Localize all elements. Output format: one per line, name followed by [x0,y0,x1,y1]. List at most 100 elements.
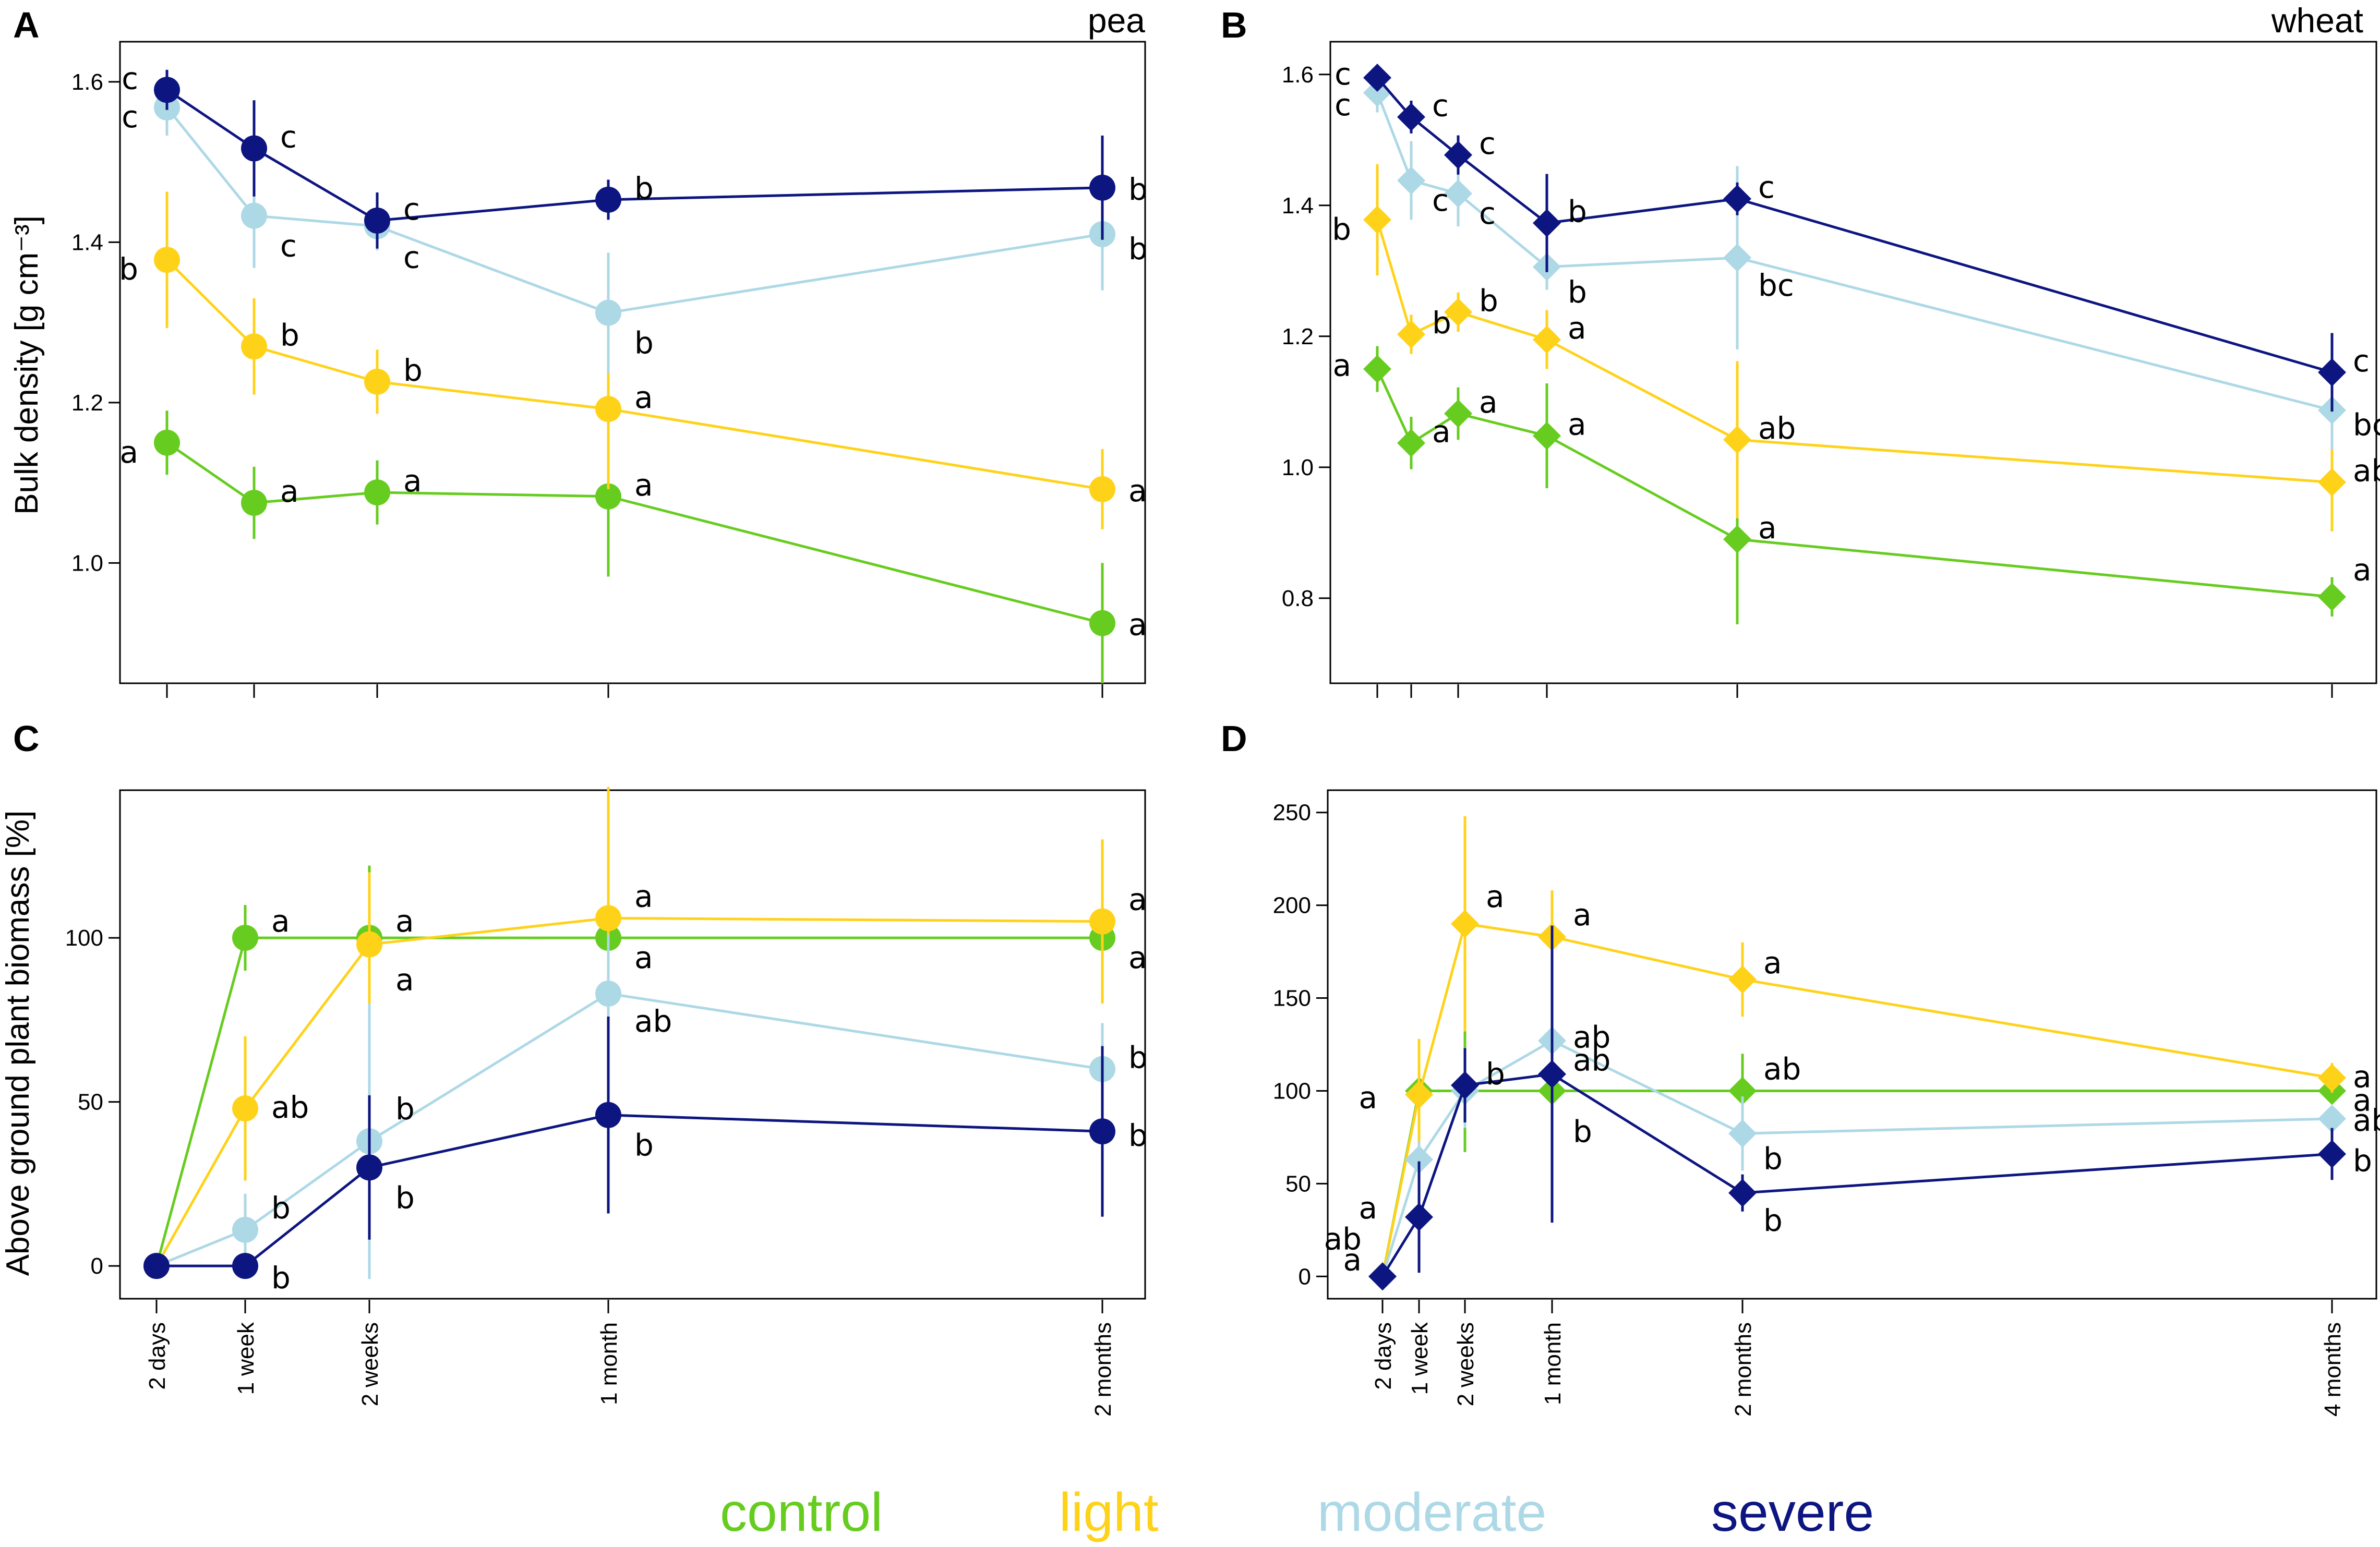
significance-label: a [634,380,653,415]
significance-label: b [280,317,299,353]
data-point [1363,355,1391,383]
significance-label: c [1479,196,1496,231]
significance-label: b [395,1091,415,1127]
significance-label: a [1128,473,1147,509]
data-point [1533,421,1561,450]
significance-label: a [634,467,653,503]
series-line-severe [1381,1072,2333,1277]
data-point [1728,1077,1757,1105]
data-point [364,479,390,506]
data-point [1089,1118,1115,1145]
data-point [232,1095,258,1122]
significance-label: a [1359,1190,1377,1226]
data-point [1723,244,1751,272]
significance-label: bc [1758,268,1794,303]
significance-label: c [1432,88,1449,123]
significance-label: c [1335,87,1351,123]
panel-C: C 0 50 100 2 days 1 week 2 weeks 1 month 2 month… [13,718,1148,1417]
x-tick-label: 2 days [145,1322,170,1390]
significance-label: b [1128,172,1148,207]
data-point [595,186,621,213]
legend-severe: severe [1711,1482,1874,1543]
significance-label: a [403,463,422,499]
significance-label: b [634,1128,654,1163]
series-light: b b b a a [119,191,1147,529]
data-point [2318,468,2346,497]
significance-label: ab [1573,1042,1610,1078]
significance-label: b [271,1260,291,1296]
significance-label: b [2353,1143,2372,1178]
significance-label: bc [2353,407,2380,443]
significance-label: a [1128,882,1147,917]
significance-label: ab [1324,1221,1362,1256]
data-point [595,1102,621,1128]
data-point [241,490,267,516]
data-point [364,368,390,395]
x-tick-label: 1 week [233,1322,259,1395]
significance-label: b [1479,283,1498,318]
data-point [2318,358,2346,386]
data-point [2318,1140,2346,1168]
significance-label: c [1432,183,1449,218]
data-point [1533,325,1561,354]
plot-frame [119,41,1146,684]
significance-label: a [1573,897,1592,933]
data-point [1728,1179,1757,1207]
significance-label: c [280,119,297,154]
y-axis-title-biomass: Above ground plant biomass [%] [0,811,36,1276]
significance-label: c [280,228,297,264]
significance-label: a [634,940,653,975]
data-point [1363,64,1391,92]
data-point [595,905,621,932]
significance-label: c [2353,343,2370,379]
data-point [1723,525,1751,553]
series-line-moderate [166,106,1103,315]
data-point [232,1253,258,1279]
panel-D: D 0 50 100 150 200 250 2 days 1 week 2 weeks 1 mon… [1221,718,2380,1417]
significance-label: a [1763,945,1782,981]
data-point [1444,179,1472,208]
significance-label: a [2353,1082,2372,1118]
panel-label-A: A [13,5,40,45]
legend-light: light [1059,1482,1159,1543]
significance-label: b [1332,211,1351,247]
y-tick-label: 50 [1285,1171,1311,1196]
series-line-control [1376,368,2333,598]
significance-label: c [122,61,138,96]
data-point [241,135,267,162]
data-point [1397,166,1425,195]
significance-label: b [1128,231,1148,267]
y-tick-label: 200 [1273,893,1311,918]
x-tick-label: 1 week [1407,1322,1433,1395]
significance-label: b [1486,1056,1505,1092]
series-line-light [1376,219,2333,484]
series-control: a aa a [143,865,1147,1279]
significance-label: ab [1573,1019,1610,1055]
series-line-light [1381,922,2333,1277]
series-control: a a a a a [119,410,1147,683]
significance-label: ab [271,1090,309,1125]
x-tick-label: 2 days [1371,1322,1396,1390]
data-point [154,429,180,456]
x-tick-label: 2 weeks [1453,1322,1479,1406]
panel-label-B: B [1221,5,1247,45]
significance-label: b [403,353,423,388]
data-point [1089,174,1115,201]
plot-frame [119,789,1146,1300]
y-tick-label: 50 [78,1090,103,1115]
y-tick-label: 100 [65,925,103,951]
plot-frame [1327,789,2377,1300]
crop-label: wheat [2271,1,2363,40]
series-line-severe [1376,77,2333,374]
data-point [1444,399,1472,428]
data-point [154,247,180,273]
significance-label: a [1568,310,1586,346]
data-point [1363,206,1391,234]
y-tick-label: 250 [1273,800,1311,826]
y-tick-label: 1.6 [1282,62,1314,88]
